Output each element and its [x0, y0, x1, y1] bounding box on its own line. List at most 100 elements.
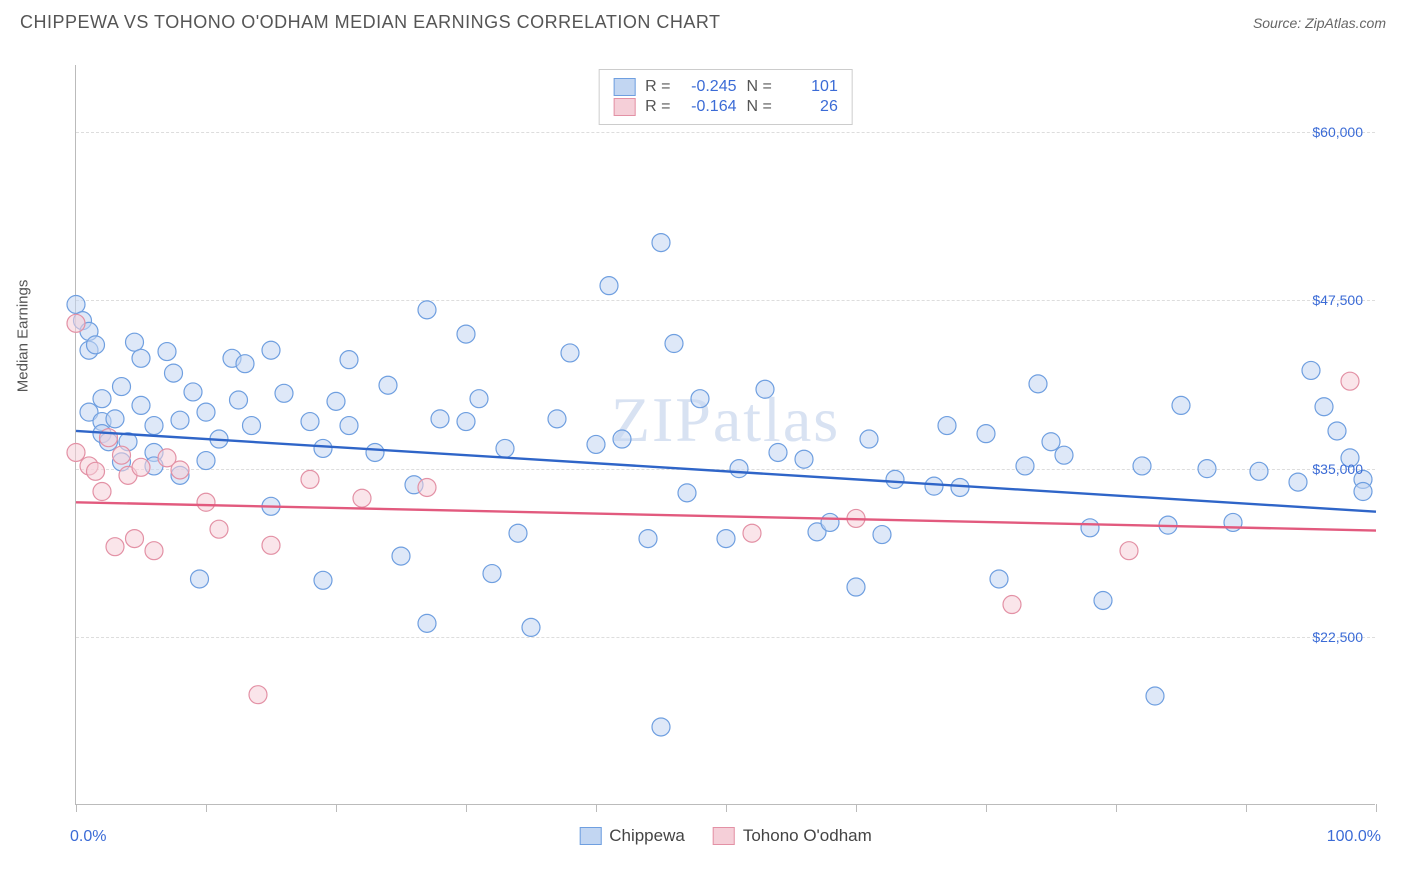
n-label: N = — [747, 98, 772, 116]
swatch-tohono — [613, 98, 635, 116]
scatter-point — [717, 530, 735, 548]
x-axis-end-label: 100.0% — [1327, 828, 1381, 846]
scatter-point — [1341, 372, 1359, 390]
scatter-point — [652, 718, 670, 736]
scatter-point — [340, 351, 358, 369]
stats-row-chippewa: R = -0.245 N = 101 — [613, 78, 838, 96]
y-tick-label: $60,000 — [1312, 124, 1363, 140]
scatter-point — [275, 384, 293, 402]
scatter-point — [366, 443, 384, 461]
plot-area: ZIPatlas R = -0.245 N = 101 R = -0.164 N… — [75, 65, 1375, 805]
scatter-point — [132, 349, 150, 367]
x-tick — [596, 804, 597, 812]
scatter-point — [1289, 473, 1307, 491]
scatter-point — [1354, 483, 1372, 501]
scatter-point — [184, 383, 202, 401]
r-label: R = — [645, 78, 670, 96]
scatter-point — [392, 547, 410, 565]
scatter-point — [1250, 462, 1268, 480]
scatter-point — [243, 417, 261, 435]
scatter-point — [821, 513, 839, 531]
legend-item-tohono: Tohono O'odham — [713, 826, 872, 846]
scatter-point — [106, 410, 124, 428]
x-tick — [336, 804, 337, 812]
stats-row-tohono: R = -0.164 N = 26 — [613, 98, 838, 116]
x-tick — [1246, 804, 1247, 812]
scatter-point — [496, 439, 514, 457]
x-tick — [1116, 804, 1117, 812]
r-value-tohono: -0.164 — [681, 98, 737, 116]
scatter-point — [873, 526, 891, 544]
scatter-point — [691, 390, 709, 408]
scatter-point — [165, 364, 183, 382]
scatter-point — [652, 234, 670, 252]
scatter-point — [730, 460, 748, 478]
scatter-point — [1133, 457, 1151, 475]
scatter-point — [418, 614, 436, 632]
scatter-point — [132, 458, 150, 476]
scatter-point — [1328, 422, 1346, 440]
scatter-point — [600, 277, 618, 295]
scatter-point — [1003, 596, 1021, 614]
scatter-point — [418, 478, 436, 496]
y-tick-label: $35,000 — [1312, 461, 1363, 477]
series-legend: Chippewa Tohono O'odham — [579, 826, 872, 846]
scatter-point — [639, 530, 657, 548]
scatter-point — [613, 430, 631, 448]
scatter-point — [126, 333, 144, 351]
scatter-point — [938, 417, 956, 435]
scatter-point — [197, 493, 215, 511]
legend-item-chippewa: Chippewa — [579, 826, 685, 846]
scatter-point — [587, 435, 605, 453]
scatter-point — [113, 378, 131, 396]
scatter-point — [743, 524, 761, 542]
scatter-point — [106, 538, 124, 556]
x-tick — [76, 804, 77, 812]
x-tick — [986, 804, 987, 812]
scatter-point — [262, 341, 280, 359]
correlation-chart: Median Earnings ZIPatlas R = -0.245 N = … — [45, 50, 1385, 830]
scatter-point — [236, 355, 254, 373]
scatter-point — [67, 295, 85, 313]
scatter-point — [1172, 396, 1190, 414]
scatter-point — [678, 484, 696, 502]
x-tick — [466, 804, 467, 812]
scatter-point — [113, 446, 131, 464]
scatter-point — [158, 343, 176, 361]
n-value-chippewa: 101 — [782, 78, 838, 96]
scatter-point — [171, 411, 189, 429]
x-tick — [726, 804, 727, 812]
y-axis-title: Median Earnings — [15, 280, 32, 393]
swatch-chippewa — [613, 78, 635, 96]
y-tick-label: $47,500 — [1312, 292, 1363, 308]
scatter-point — [431, 410, 449, 428]
scatter-point — [1302, 361, 1320, 379]
scatter-point — [847, 578, 865, 596]
x-tick — [206, 804, 207, 812]
r-label: R = — [645, 98, 670, 116]
scatter-point — [67, 314, 85, 332]
scatter-point — [126, 530, 144, 548]
scatter-point — [230, 391, 248, 409]
scatter-point — [262, 536, 280, 554]
scatter-point — [457, 325, 475, 343]
scatter-point — [327, 392, 345, 410]
scatter-point — [886, 470, 904, 488]
scatter-point — [665, 335, 683, 353]
scatter-point — [301, 470, 319, 488]
scatter-point — [1120, 542, 1138, 560]
scatter-point — [340, 417, 358, 435]
scatter-point — [1198, 460, 1216, 478]
scatter-point — [509, 524, 527, 542]
scatter-point — [87, 462, 105, 480]
scatter-point — [1315, 398, 1333, 416]
y-tick-label: $22,500 — [1312, 629, 1363, 645]
scatter-point — [145, 542, 163, 560]
scatter-point — [171, 461, 189, 479]
scatter-point — [93, 483, 111, 501]
scatter-point — [132, 396, 150, 414]
n-label: N = — [747, 78, 772, 96]
scatter-point — [353, 489, 371, 507]
scatter-point — [87, 336, 105, 354]
trend-line — [76, 502, 1376, 530]
